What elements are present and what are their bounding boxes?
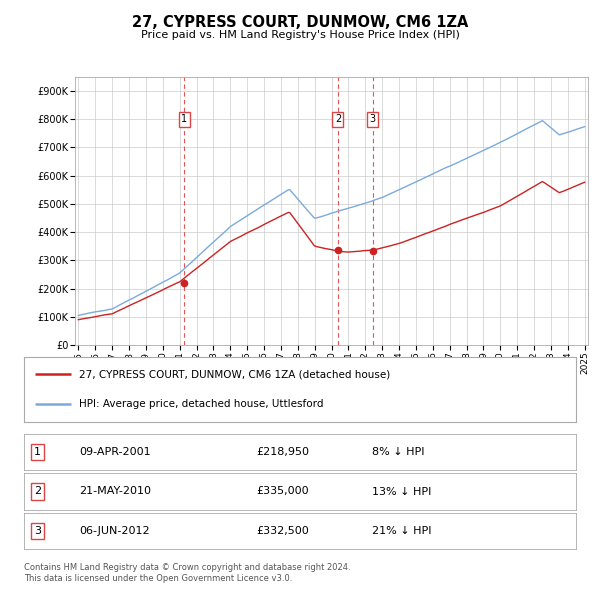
Text: 2: 2	[335, 114, 341, 124]
Text: Price paid vs. HM Land Registry's House Price Index (HPI): Price paid vs. HM Land Registry's House …	[140, 30, 460, 40]
Text: 21-MAY-2010: 21-MAY-2010	[79, 487, 151, 496]
Text: 8% ↓ HPI: 8% ↓ HPI	[372, 447, 424, 457]
Text: 13% ↓ HPI: 13% ↓ HPI	[372, 487, 431, 496]
Text: 09-APR-2001: 09-APR-2001	[79, 447, 151, 457]
Text: 21% ↓ HPI: 21% ↓ HPI	[372, 526, 431, 536]
Text: Contains HM Land Registry data © Crown copyright and database right 2024.: Contains HM Land Registry data © Crown c…	[24, 563, 350, 572]
Text: £332,500: £332,500	[256, 526, 308, 536]
Text: 1: 1	[181, 114, 187, 124]
Text: £335,000: £335,000	[256, 487, 308, 496]
Text: This data is licensed under the Open Government Licence v3.0.: This data is licensed under the Open Gov…	[24, 574, 292, 583]
Text: 27, CYPRESS COURT, DUNMOW, CM6 1ZA (detached house): 27, CYPRESS COURT, DUNMOW, CM6 1ZA (deta…	[79, 369, 391, 379]
Text: 3: 3	[370, 114, 376, 124]
Text: 27, CYPRESS COURT, DUNMOW, CM6 1ZA: 27, CYPRESS COURT, DUNMOW, CM6 1ZA	[132, 15, 468, 30]
Text: £218,950: £218,950	[256, 447, 309, 457]
Text: HPI: Average price, detached house, Uttlesford: HPI: Average price, detached house, Uttl…	[79, 399, 324, 409]
Text: 3: 3	[34, 526, 41, 536]
Text: 1: 1	[34, 447, 41, 457]
Text: 2: 2	[34, 487, 41, 496]
Text: 06-JUN-2012: 06-JUN-2012	[79, 526, 150, 536]
